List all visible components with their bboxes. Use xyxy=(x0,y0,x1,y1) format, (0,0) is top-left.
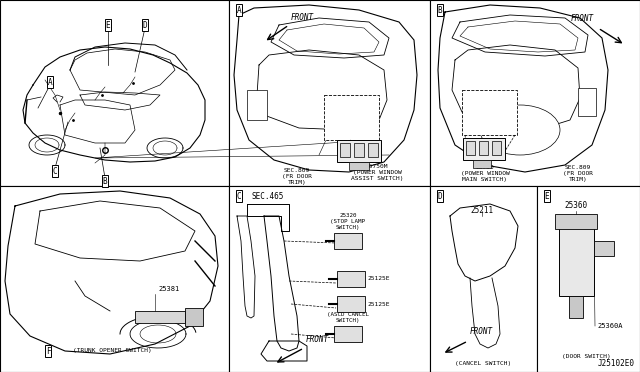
Bar xyxy=(354,143,364,157)
Bar xyxy=(185,308,203,326)
Bar xyxy=(569,296,583,318)
Text: 25320N
(ASCD CANCEL
SWITCH): 25320N (ASCD CANCEL SWITCH) xyxy=(327,307,369,323)
Text: (CANCEL SWITCH): (CANCEL SWITCH) xyxy=(455,361,511,366)
Text: SEC.809
(FR DOOR
TRIM): SEC.809 (FR DOOR TRIM) xyxy=(282,168,312,185)
Text: FRONT: FRONT xyxy=(291,13,314,22)
Text: D: D xyxy=(438,192,442,201)
Text: 25320
(STOP LAMP
SWITCH): 25320 (STOP LAMP SWITCH) xyxy=(330,214,365,230)
Text: B: B xyxy=(438,6,442,15)
Text: E: E xyxy=(545,192,549,201)
Bar xyxy=(578,88,596,116)
Text: FRONT: FRONT xyxy=(571,14,594,23)
Bar xyxy=(229,0,430,186)
Bar xyxy=(430,186,537,372)
Text: C: C xyxy=(52,167,58,176)
Bar xyxy=(466,141,475,155)
Bar xyxy=(0,186,229,372)
Bar xyxy=(537,186,640,372)
Bar xyxy=(247,90,267,120)
Text: A: A xyxy=(48,77,52,87)
Text: 25360A: 25360A xyxy=(597,323,623,329)
Text: 25360: 25360 xyxy=(564,201,588,210)
Bar xyxy=(492,141,501,155)
Text: 25125E: 25125E xyxy=(367,276,390,282)
Bar xyxy=(479,141,488,155)
Text: (DOOR SWITCH): (DOOR SWITCH) xyxy=(562,354,611,359)
Bar xyxy=(559,221,594,296)
Text: 25750M
(POWER WINDOW
ASSIST SWITCH): 25750M (POWER WINDOW ASSIST SWITCH) xyxy=(351,164,403,180)
Text: 25381: 25381 xyxy=(158,286,179,292)
Text: J25102E0: J25102E0 xyxy=(598,359,635,368)
Bar xyxy=(473,160,491,168)
Bar xyxy=(229,186,430,372)
Text: F: F xyxy=(45,346,51,356)
Bar xyxy=(349,162,369,170)
Bar xyxy=(334,326,362,342)
Text: SEC.809
(FR DOOR
TRIM): SEC.809 (FR DOOR TRIM) xyxy=(563,165,593,182)
Ellipse shape xyxy=(480,105,560,155)
Bar xyxy=(463,138,505,160)
Bar xyxy=(462,90,517,135)
Text: 25750
(POWER WINDOW
MAIN SWITCH): 25750 (POWER WINDOW MAIN SWITCH) xyxy=(461,165,509,182)
Text: C: C xyxy=(237,192,241,201)
Text: 25211: 25211 xyxy=(470,206,493,215)
Text: FRONT: FRONT xyxy=(470,327,493,336)
Text: (TRUNK OPENER SWITCH): (TRUNK OPENER SWITCH) xyxy=(72,348,152,353)
Bar xyxy=(368,143,378,157)
Bar xyxy=(337,296,365,312)
Bar xyxy=(324,95,379,140)
Bar xyxy=(340,143,350,157)
Bar xyxy=(334,233,362,249)
Bar xyxy=(0,0,229,186)
Bar xyxy=(430,0,640,186)
Bar xyxy=(555,214,597,229)
Text: 25125E: 25125E xyxy=(367,301,390,307)
Text: A: A xyxy=(237,6,241,15)
Bar xyxy=(337,140,381,162)
Text: E: E xyxy=(106,20,110,29)
Text: SEC.465: SEC.465 xyxy=(251,192,284,201)
Text: B: B xyxy=(102,176,108,186)
Bar xyxy=(337,271,365,287)
Bar xyxy=(135,311,185,323)
Bar xyxy=(594,241,614,256)
Text: FRONT: FRONT xyxy=(306,335,329,344)
Text: D: D xyxy=(143,20,147,29)
